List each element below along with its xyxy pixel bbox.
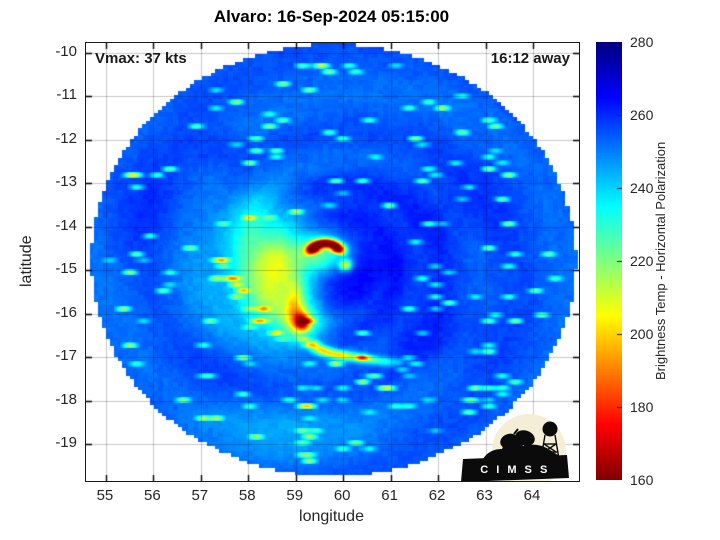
- x-tick-label: 56: [144, 487, 161, 504]
- vmax-annotation: Vmax: 37 kts: [95, 50, 187, 67]
- water-tower-tank: [542, 421, 558, 437]
- plot-area: Vmax: 37 kts 16:12 away C I M S S: [85, 42, 580, 482]
- colorbar-tick-label: 240: [630, 180, 654, 196]
- colorbar: [596, 42, 622, 480]
- satellite-dish-icon: [515, 430, 535, 446]
- colorbar-tick-label: 180: [630, 399, 654, 415]
- x-axis-label: longitude: [299, 508, 364, 525]
- x-tick-label: 58: [238, 487, 256, 504]
- y-tick-label: -16: [55, 303, 77, 321]
- y-tick-label: -18: [55, 390, 77, 408]
- y-tick-label: -19: [55, 434, 77, 452]
- colorbar-tick-label: 200: [630, 326, 654, 342]
- x-tick-label: 59: [286, 487, 304, 504]
- x-tick-label: 55: [96, 487, 114, 504]
- satellite-dish-icon: [500, 433, 518, 449]
- y-tick-label: -12: [55, 129, 77, 147]
- dish-feed: [513, 428, 519, 435]
- y-tick-label: -15: [55, 260, 77, 278]
- colorbar-tick-label: 220: [630, 253, 654, 269]
- logo-banner: [461, 455, 569, 481]
- y-tick-label: -10: [55, 42, 77, 60]
- cimss-logo: C I M S S: [461, 414, 569, 481]
- x-tick-label: 62: [428, 487, 446, 504]
- y-axis-label: latitude: [18, 235, 35, 287]
- y-tick-label: -14: [55, 216, 77, 234]
- x-tick-label: 61: [381, 487, 398, 504]
- x-tick-label: 60: [333, 487, 351, 504]
- y-tick-label: -13: [55, 173, 77, 191]
- colorbar-tick-label: 280: [630, 34, 654, 50]
- colorbar-tick-label: 260: [630, 107, 654, 123]
- colorbar-tick-label: 160: [630, 472, 654, 488]
- x-tick-label: 63: [476, 487, 493, 504]
- y-tick-label: -17: [55, 347, 77, 365]
- y-tick-label: -11: [56, 86, 77, 104]
- logo-text: C I M S S: [480, 464, 550, 476]
- time-offset-annotation: 16:12 away: [490, 50, 570, 67]
- page-title: Alvaro: 16-Sep-2024 05:15:00: [213, 7, 450, 26]
- brightness-temp-image: [86, 43, 579, 481]
- x-tick-label: 64: [523, 487, 541, 504]
- colorbar-label: Brightness Temp - Horizontal Polarizatio…: [653, 141, 668, 381]
- x-tick-label: 57: [191, 487, 209, 504]
